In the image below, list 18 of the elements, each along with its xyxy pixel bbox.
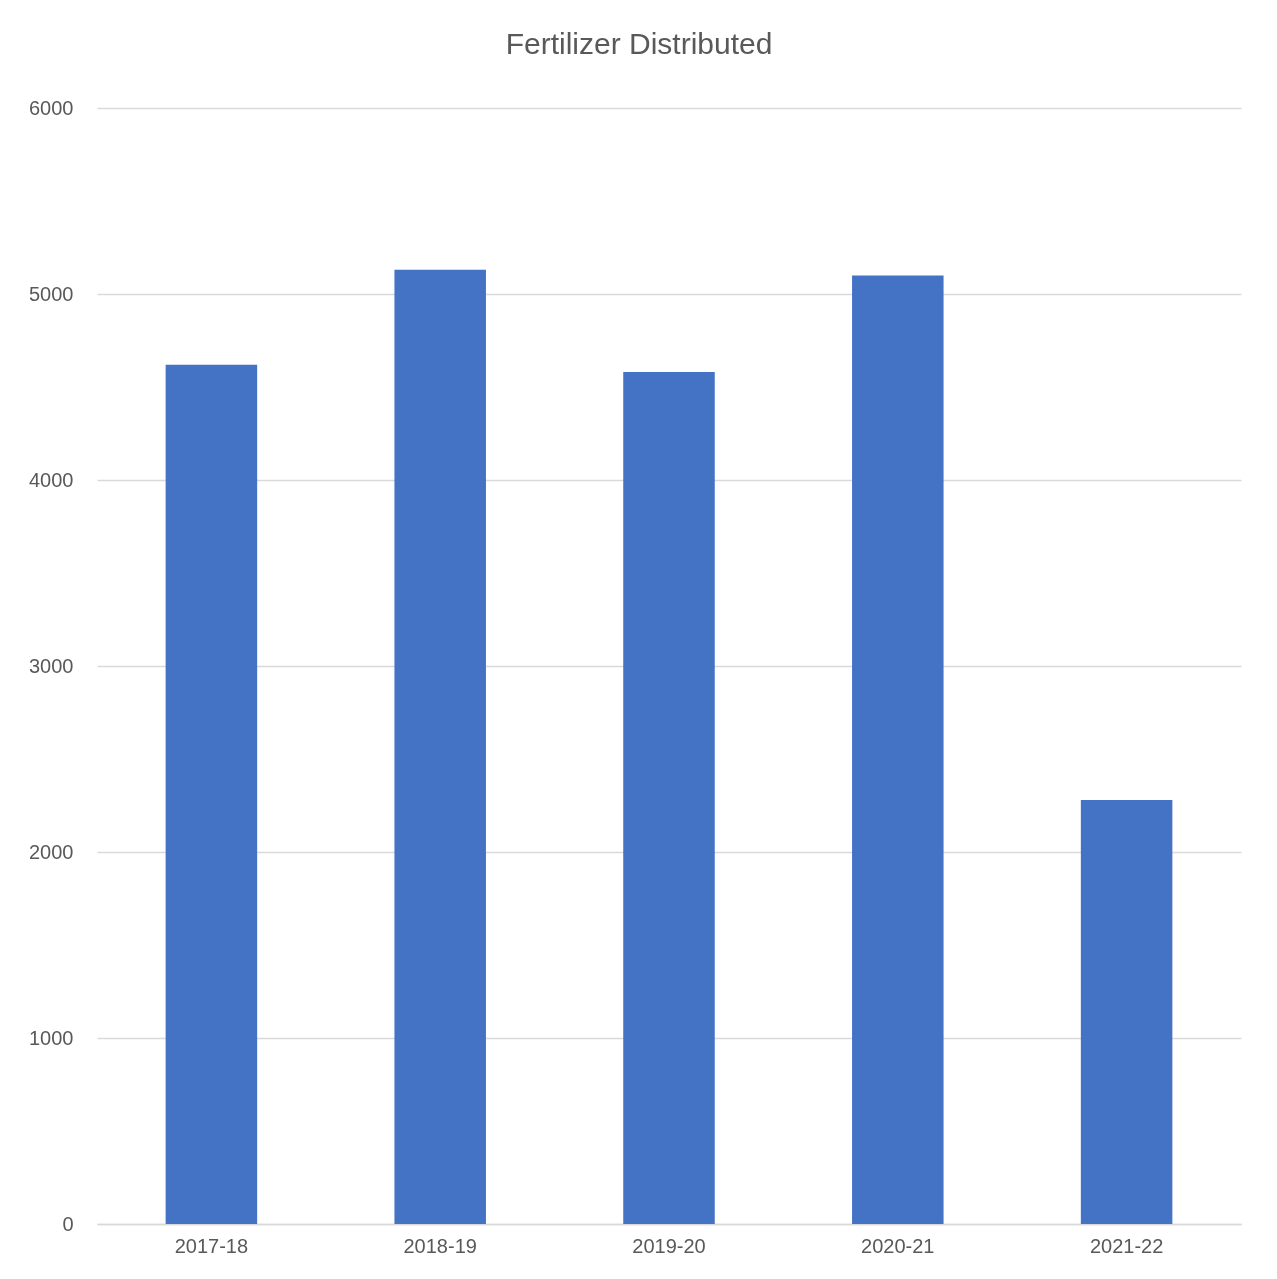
x-tick-label: 2020-21 [861, 1234, 935, 1257]
x-tick-label: 2017-18 [174, 1234, 249, 1257]
bar [1080, 799, 1173, 1224]
y-tick-label: 2000 [29, 840, 74, 863]
bar [623, 372, 715, 1224]
y-tick-label: 3000 [29, 654, 74, 677]
chart-title: Fertilizer Distributed [505, 27, 773, 60]
bar [165, 364, 258, 1224]
x-tick-label: 2018-19 [403, 1234, 477, 1257]
y-tick-label: 4000 [29, 468, 74, 491]
y-tick-label: 5000 [29, 282, 74, 305]
y-tick-label: 0 [62, 1212, 74, 1235]
x-tick-label: 2021-22 [1089, 1234, 1164, 1257]
y-tick-label: 1000 [29, 1026, 74, 1049]
x-tick-label: 2019-20 [632, 1234, 706, 1257]
bar [852, 275, 944, 1224]
y-tick-label: 6000 [29, 96, 74, 119]
bar [394, 269, 486, 1224]
